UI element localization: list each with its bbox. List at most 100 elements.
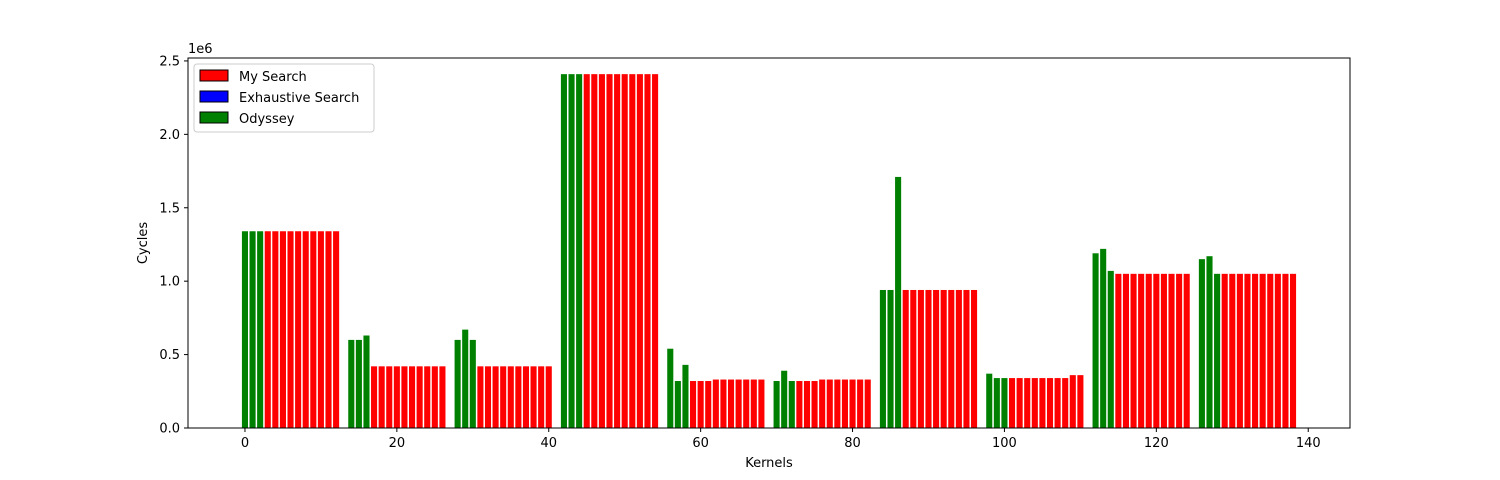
bar-44: [598, 74, 605, 429]
y-tick-label: 2.5: [159, 54, 180, 69]
bar-19: [393, 366, 400, 428]
bar-62: [743, 379, 750, 428]
bar-73: [834, 379, 841, 428]
bars-group: [241, 74, 1297, 429]
bar-98: [1039, 378, 1046, 428]
bar-65: [773, 381, 780, 428]
bar-114: [1168, 273, 1175, 428]
bar-34: [515, 366, 522, 428]
bar-110: [1138, 273, 1145, 428]
y-tick-label: 1.0: [159, 275, 180, 290]
bar-29: [477, 366, 484, 428]
bar-23: [424, 366, 431, 428]
bar-86: [940, 289, 947, 428]
bar-88: [955, 289, 962, 428]
bar-26: [454, 339, 461, 428]
bar-89: [963, 289, 970, 428]
bar-14: [355, 339, 362, 428]
bar-25: [439, 366, 446, 428]
bar-46: [614, 74, 621, 429]
x-tick-label: 100: [992, 436, 1017, 451]
bar-75: [849, 379, 856, 428]
bar-123: [1244, 273, 1251, 428]
bar-55: [690, 381, 697, 428]
bar-107: [1115, 273, 1122, 428]
bar-76: [857, 379, 864, 428]
bar-54: [682, 364, 689, 428]
bar-6: [287, 231, 294, 428]
bar-101: [1062, 378, 1069, 428]
bar-124: [1252, 273, 1259, 428]
bar-119: [1214, 273, 1221, 428]
bar-93: [1001, 378, 1008, 428]
bar-83: [917, 289, 924, 428]
bar-4: [272, 231, 279, 428]
y-axis-ticks: 0.0 0.5 1.0 1.5 2.0 2.5: [159, 54, 188, 437]
bar-42: [583, 74, 590, 429]
bar-116: [1183, 273, 1190, 428]
bar-60: [727, 379, 735, 428]
bar-3: [264, 231, 271, 428]
bar-84: [925, 289, 932, 428]
bar-27: [462, 329, 469, 428]
bar-36: [530, 366, 537, 428]
bar-103: [1077, 375, 1084, 428]
bar-109: [1130, 273, 1137, 428]
bar-67: [788, 381, 795, 428]
y-offset-label: 1e6: [188, 42, 213, 57]
bar-95: [1016, 378, 1023, 428]
bar-115: [1176, 273, 1183, 428]
bar-35: [522, 366, 530, 428]
bar-111: [1145, 273, 1152, 428]
legend-swatch: [199, 111, 229, 124]
bar-49: [636, 74, 643, 429]
bar-31: [492, 366, 499, 428]
bar-63: [750, 379, 757, 428]
bar-72: [826, 379, 833, 428]
x-tick-label: 60: [692, 436, 709, 451]
bar-56: [697, 381, 704, 428]
legend-label: Odyssey: [239, 112, 295, 127]
legend-label: My Search: [239, 70, 307, 85]
bar-129: [1290, 273, 1297, 428]
bar-112: [1153, 273, 1160, 428]
bar-87: [948, 289, 955, 428]
bar-106: [1107, 270, 1114, 428]
y-tick-label: 1.5: [159, 201, 180, 216]
bar-97: [1031, 378, 1038, 428]
bar-37: [538, 366, 545, 428]
bar-127: [1274, 273, 1281, 428]
bar-85: [933, 289, 940, 428]
bar-10: [317, 231, 324, 428]
bar-126: [1267, 273, 1274, 428]
bar-113: [1160, 273, 1167, 428]
bar-94: [1008, 378, 1016, 428]
bar-45: [606, 74, 613, 429]
legend-box: [193, 63, 375, 133]
bar-16: [371, 366, 378, 428]
bar-120: [1221, 273, 1228, 428]
bar-59: [720, 379, 727, 428]
bar-77: [864, 379, 871, 428]
bar-24: [431, 366, 438, 428]
axes-frame: [187, 57, 1351, 429]
bar-58: [712, 379, 719, 428]
bar-21: [409, 366, 416, 428]
bar-7: [295, 231, 302, 428]
bar-80: [895, 176, 902, 428]
y-tick-label: 0.0: [159, 422, 180, 437]
legend: My Search Exhaustive Search Odyssey: [193, 63, 375, 133]
bar-117: [1198, 259, 1205, 428]
bar-5: [279, 231, 286, 428]
x-tick-label: 40: [540, 436, 557, 451]
x-tick-label: 0: [241, 436, 249, 451]
bar-100: [1054, 378, 1061, 428]
bar-53: [674, 381, 681, 428]
bar-28: [469, 339, 476, 428]
bar-69: [803, 381, 811, 428]
bar-122: [1236, 273, 1243, 428]
bar-12: [333, 231, 340, 428]
bar-8: [302, 231, 309, 428]
bar-71: [819, 379, 826, 428]
